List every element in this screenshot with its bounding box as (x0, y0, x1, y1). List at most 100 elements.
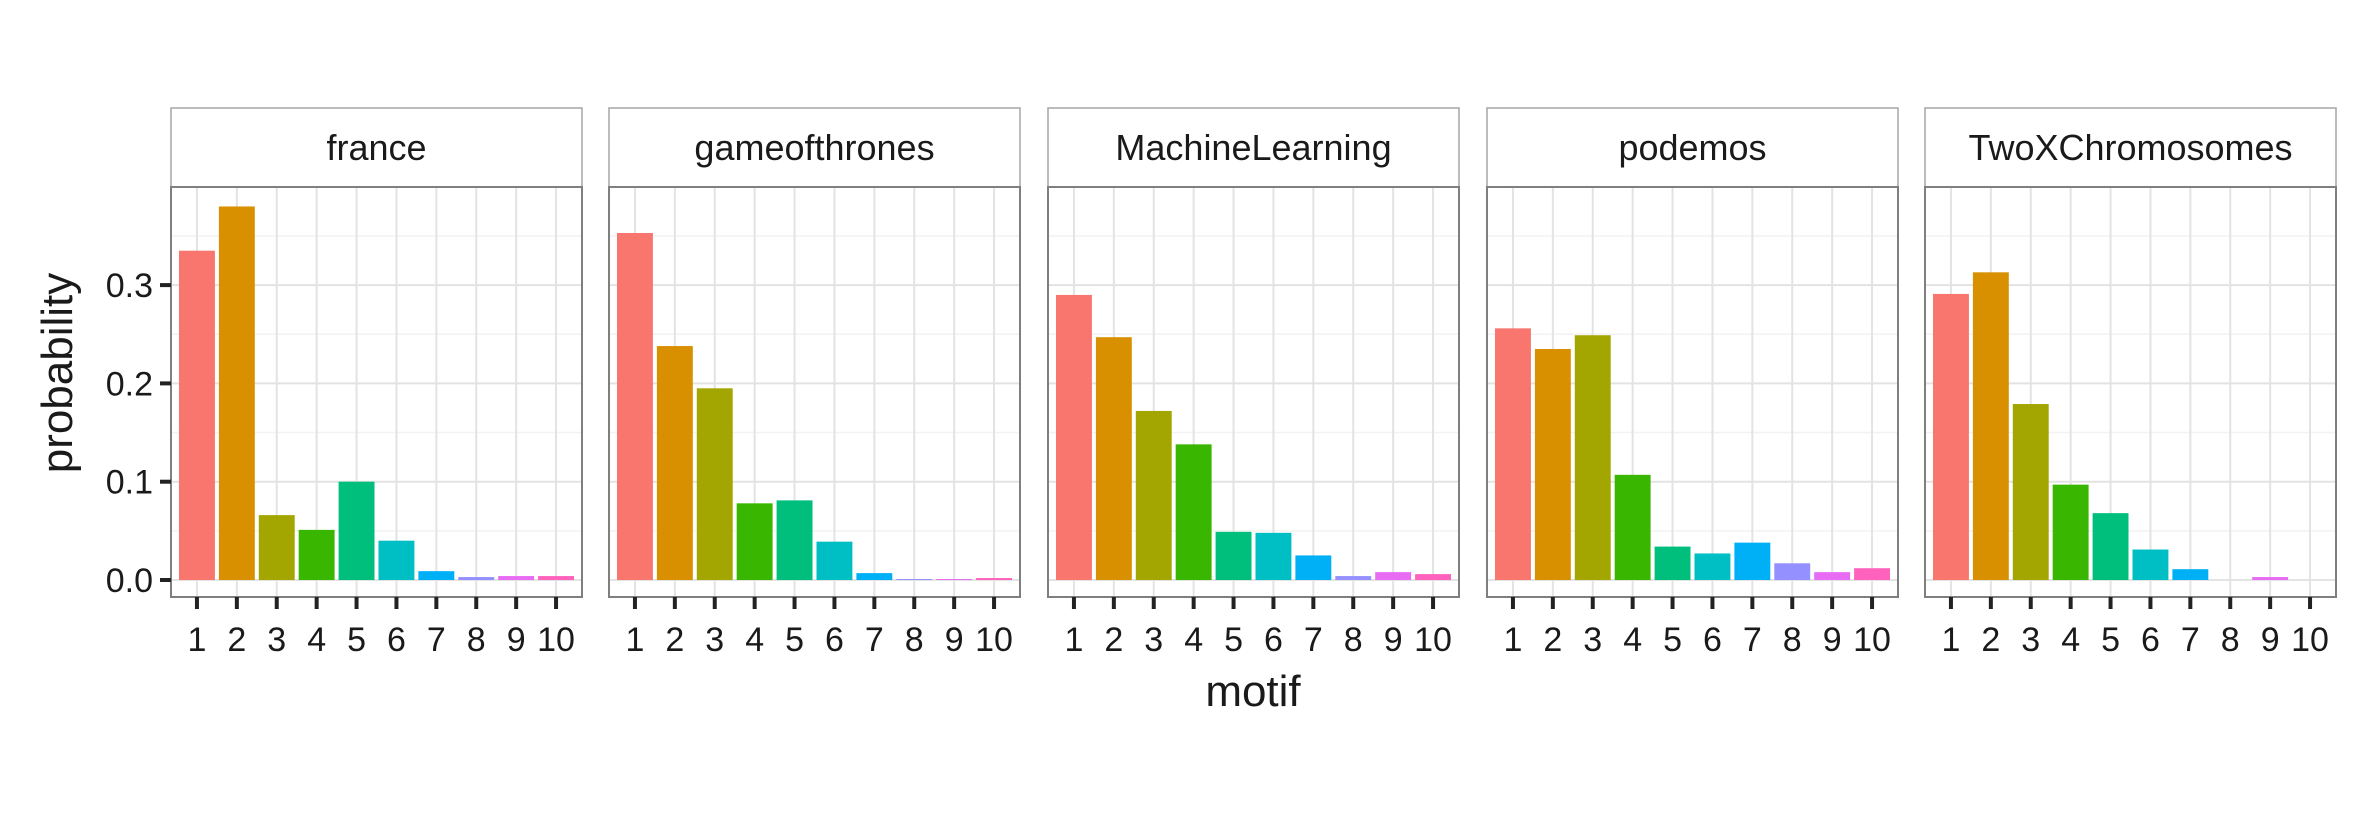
bar (1494, 328, 1531, 580)
x-tick-label: 5 (347, 621, 366, 659)
y-tick-label: 0.2 (106, 365, 153, 403)
bar (1972, 272, 2009, 580)
x-tick-label: 5 (2101, 621, 2120, 659)
x-tick-label: 5 (785, 621, 804, 659)
x-tick-label: 7 (427, 621, 446, 659)
bar (896, 579, 933, 580)
x-tick-label: 9 (2261, 621, 2280, 659)
x-tick-label: 5 (1224, 621, 1243, 659)
x-tick-label: 2 (1104, 621, 1123, 659)
bar (2172, 569, 2209, 580)
bar (1335, 576, 1372, 580)
bar (816, 541, 853, 580)
facet-strip (1924, 107, 2337, 188)
facet-strip-label: MachineLearning (1115, 127, 1391, 168)
x-tick-label: 9 (507, 621, 526, 659)
panel-border (608, 186, 1021, 598)
x-tick-label: 2 (665, 621, 684, 659)
bar (538, 576, 575, 580)
panel-border (1924, 186, 2337, 598)
bar (2252, 577, 2289, 580)
panel-border (1486, 186, 1899, 598)
facet-strip (1486, 107, 1899, 188)
y-axis: 0.0 0.1 0.2 0.3 (106, 267, 171, 600)
bar (2052, 484, 2089, 580)
bar (856, 573, 893, 580)
y-tick-label: 0.0 (106, 562, 153, 600)
bar (178, 250, 215, 580)
bar (1694, 553, 1731, 580)
bar (1932, 293, 1969, 580)
facet-strip-label: france (326, 127, 426, 168)
bar (338, 481, 375, 580)
x-tick-label: 4 (2061, 621, 2080, 659)
bar (498, 576, 535, 580)
bar (1055, 294, 1092, 580)
x-tick-label: 7 (865, 621, 884, 659)
bar (1734, 542, 1771, 580)
facet-panel: podemos 1 2 3 4 5 6 7 8 9 10 (1486, 107, 1899, 659)
bar (1774, 563, 1811, 580)
bar (616, 233, 653, 580)
x-tick-label: 9 (1823, 621, 1842, 659)
bar (1255, 532, 1292, 580)
x-tick-label: 2 (1543, 621, 1562, 659)
facet-panel: france 1 2 3 4 5 6 7 8 9 10 (170, 107, 583, 659)
x-tick-label: 4 (1184, 621, 1203, 659)
x-tick-label: 9 (945, 621, 964, 659)
x-tick-label: 6 (825, 621, 844, 659)
x-tick-label: 8 (1344, 621, 1363, 659)
bar (696, 388, 733, 580)
x-tick-label: 5 (1663, 621, 1682, 659)
bar (458, 577, 495, 580)
bar (976, 578, 1013, 580)
facet-strip-label: podemos (1618, 127, 1766, 168)
x-tick-label: 9 (1384, 621, 1403, 659)
x-tick-label: 7 (1743, 621, 1762, 659)
x-tick-label: 6 (387, 621, 406, 659)
panel-border (1047, 186, 1460, 598)
x-tick-label: 1 (1941, 621, 1960, 659)
bar (1814, 572, 1851, 580)
x-tick-label: 2 (227, 621, 246, 659)
facet-panel: gameofthrones 1 2 3 4 5 6 7 8 9 10 (608, 107, 1021, 659)
x-tick-label: 2 (1981, 621, 2000, 659)
x-tick-label: 1 (1503, 621, 1522, 659)
x-tick-label: 4 (307, 621, 326, 659)
panel-border (170, 186, 583, 598)
bar (1215, 531, 1252, 580)
x-tick-label: 8 (467, 621, 486, 659)
facet-strip (608, 107, 1021, 188)
x-tick-label: 3 (1144, 621, 1163, 659)
x-tick-label: 10 (1414, 621, 1452, 659)
facet-panel: TwoXChromosomes 1 2 3 4 5 6 7 8 9 10 (1924, 107, 2337, 659)
x-tick-label: 6 (2141, 621, 2160, 659)
bar (736, 503, 773, 580)
x-tick-label: 4 (745, 621, 764, 659)
facet-strip (1047, 107, 1460, 188)
x-tick-label: 10 (1853, 621, 1891, 659)
x-tick-label: 3 (2021, 621, 2040, 659)
x-tick-label: 8 (905, 621, 924, 659)
bar (776, 500, 813, 580)
x-tick-label: 3 (267, 621, 286, 659)
x-tick-label: 6 (1264, 621, 1283, 659)
x-axis-title: motif (1205, 667, 1301, 716)
facet-strip (170, 107, 583, 188)
y-axis-title: probability (33, 273, 82, 474)
x-tick-label: 3 (705, 621, 724, 659)
bar (1095, 337, 1132, 580)
bar (418, 571, 455, 580)
facet-strip-label: TwoXChromosomes (1968, 127, 2292, 168)
x-tick-label: 7 (1304, 621, 1323, 659)
bar (1175, 444, 1212, 580)
bar (2092, 513, 2129, 580)
bar (1614, 474, 1651, 580)
x-tick-label: 4 (1623, 621, 1642, 659)
bar (218, 206, 255, 580)
x-tick-label: 8 (2221, 621, 2240, 659)
y-tick-label: 0.3 (106, 267, 153, 305)
y-tick-label: 0.1 (106, 464, 153, 502)
